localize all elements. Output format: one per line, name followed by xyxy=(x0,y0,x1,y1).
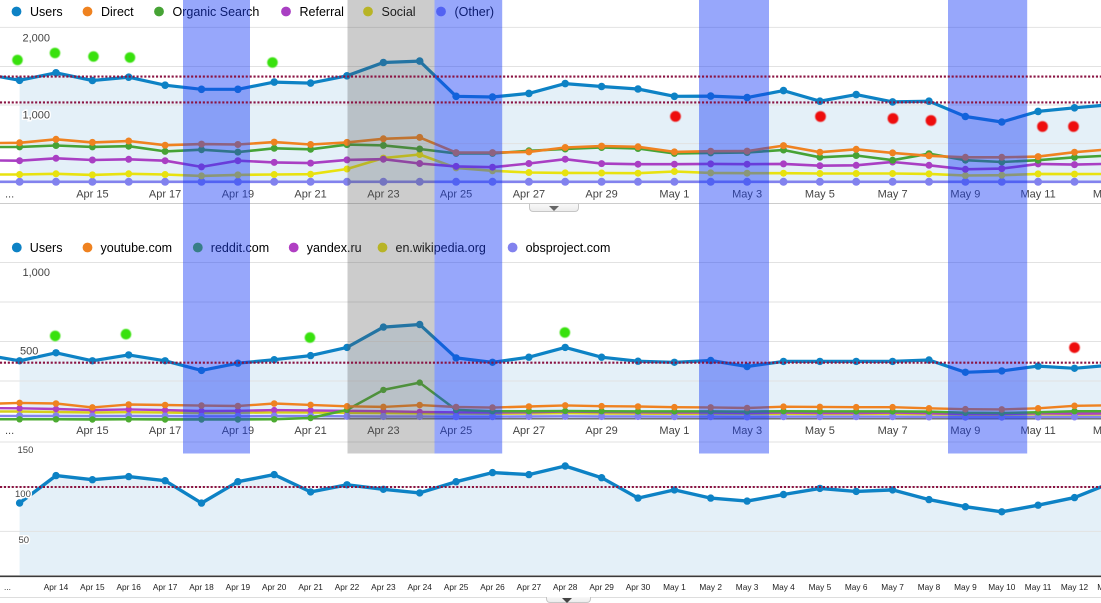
svg-text:Direct: Direct xyxy=(101,5,134,19)
svg-text:May 9: May 9 xyxy=(950,189,980,201)
svg-text:Apr 15: Apr 15 xyxy=(76,425,108,437)
svg-text:Apr 25: Apr 25 xyxy=(440,189,472,201)
svg-text:Apr 20: Apr 20 xyxy=(262,582,287,592)
svg-text:May 11: May 11 xyxy=(1020,189,1055,201)
svg-text:Apr 27: Apr 27 xyxy=(513,425,545,437)
svg-text:(Other): (Other) xyxy=(455,5,495,19)
svg-text:Apr 19: Apr 19 xyxy=(222,189,254,201)
svg-text:May 10: May 10 xyxy=(988,582,1016,592)
svg-text:obsproject.com: obsproject.com xyxy=(526,241,611,255)
svg-text:May 13: May 13 xyxy=(1097,582,1101,592)
svg-text:Users: Users xyxy=(30,241,63,255)
svg-text:Apr 19: Apr 19 xyxy=(226,582,251,592)
svg-text:Apr 14: Apr 14 xyxy=(44,582,69,592)
svg-text:Apr 15: Apr 15 xyxy=(76,189,108,201)
svg-text:Social: Social xyxy=(382,5,416,19)
svg-text:May 5: May 5 xyxy=(805,425,835,437)
svg-text:Users: Users xyxy=(30,5,63,19)
svg-text:150: 150 xyxy=(18,445,34,456)
svg-text:Apr 29: Apr 29 xyxy=(585,425,617,437)
svg-text:May 13: May 13 xyxy=(1093,189,1101,201)
svg-text:May 1: May 1 xyxy=(659,425,689,437)
svg-text:Apr 25: Apr 25 xyxy=(444,582,469,592)
svg-text:May 3: May 3 xyxy=(732,425,762,437)
svg-text:Referral: Referral xyxy=(300,5,344,19)
svg-text:May 9: May 9 xyxy=(950,425,980,437)
svg-text:Apr 23: Apr 23 xyxy=(367,189,399,201)
svg-text:50: 50 xyxy=(19,535,30,546)
svg-text:...: ... xyxy=(5,189,14,201)
svg-text:Apr 29: Apr 29 xyxy=(585,189,617,201)
svg-text:May 3: May 3 xyxy=(736,582,759,592)
svg-text:Apr 16: Apr 16 xyxy=(116,582,141,592)
svg-text:May 9: May 9 xyxy=(954,582,977,592)
svg-text:2,000: 2,000 xyxy=(23,33,51,45)
svg-text:Apr 28: Apr 28 xyxy=(553,582,578,592)
svg-text:Apr 15: Apr 15 xyxy=(80,582,105,592)
svg-text:Apr 21: Apr 21 xyxy=(294,189,326,201)
svg-text:Apr 29: Apr 29 xyxy=(589,582,614,592)
svg-text:Apr 18: Apr 18 xyxy=(189,582,214,592)
svg-text:Apr 22: Apr 22 xyxy=(335,582,360,592)
svg-text:Apr 26: Apr 26 xyxy=(480,582,505,592)
svg-text:Apr 21: Apr 21 xyxy=(298,582,323,592)
svg-text:Apr 17: Apr 17 xyxy=(149,425,181,437)
svg-text:Apr 21: Apr 21 xyxy=(294,425,326,437)
svg-text:May 1: May 1 xyxy=(659,189,689,201)
svg-text:May 6: May 6 xyxy=(845,582,868,592)
svg-text:May 7: May 7 xyxy=(878,189,908,201)
svg-text:May 3: May 3 xyxy=(732,189,762,201)
svg-text:yandex.ru: yandex.ru xyxy=(307,241,362,255)
svg-text:May 5: May 5 xyxy=(809,582,832,592)
svg-text:Apr 23: Apr 23 xyxy=(371,582,396,592)
svg-text:Apr 23: Apr 23 xyxy=(367,425,399,437)
svg-text:500: 500 xyxy=(20,346,38,358)
svg-text:Apr 30: Apr 30 xyxy=(626,582,651,592)
svg-text:Apr 25: Apr 25 xyxy=(440,425,472,437)
svg-text:May 8: May 8 xyxy=(918,582,941,592)
svg-text:Apr 19: Apr 19 xyxy=(222,425,254,437)
svg-text:May 13: May 13 xyxy=(1093,425,1101,437)
svg-text:Apr 17: Apr 17 xyxy=(149,189,181,201)
svg-text:May 7: May 7 xyxy=(881,582,904,592)
svg-text:May 4: May 4 xyxy=(772,582,795,592)
svg-text:Apr 27: Apr 27 xyxy=(513,189,545,201)
svg-text:Apr 27: Apr 27 xyxy=(517,582,542,592)
svg-text:May 7: May 7 xyxy=(878,425,908,437)
svg-text:May 12: May 12 xyxy=(1061,582,1089,592)
svg-text:Apr 17: Apr 17 xyxy=(153,582,178,592)
svg-text:May 1: May 1 xyxy=(663,582,686,592)
svg-text:...: ... xyxy=(5,425,14,437)
svg-text:May 5: May 5 xyxy=(805,189,835,201)
svg-text:1,000: 1,000 xyxy=(23,267,51,279)
svg-text:reddit.com: reddit.com xyxy=(211,241,269,255)
svg-text:May 11: May 11 xyxy=(1025,582,1052,592)
svg-text:100: 100 xyxy=(15,489,31,500)
svg-text:...: ... xyxy=(4,582,11,592)
svg-text:Organic Search: Organic Search xyxy=(173,5,260,19)
svg-text:en.wikipedia.org: en.wikipedia.org xyxy=(396,241,486,255)
svg-text:youtube.com: youtube.com xyxy=(101,241,173,255)
svg-text:May 2: May 2 xyxy=(699,582,722,592)
svg-text:May 11: May 11 xyxy=(1020,425,1055,437)
svg-text:1,000: 1,000 xyxy=(23,110,51,122)
svg-text:Apr 24: Apr 24 xyxy=(407,582,432,592)
